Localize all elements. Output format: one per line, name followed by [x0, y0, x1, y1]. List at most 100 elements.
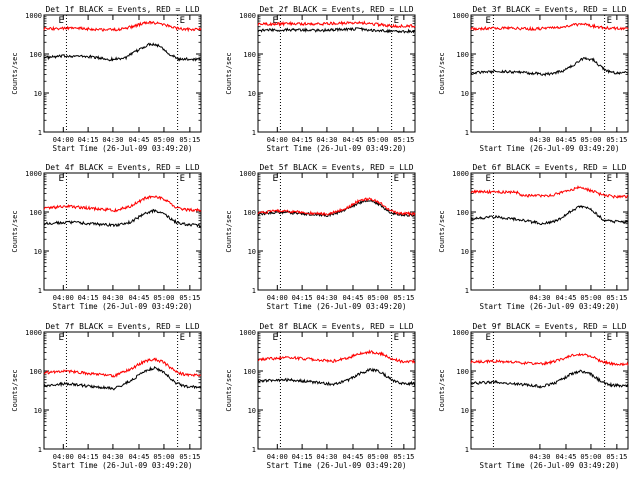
time-marker-label: E: [58, 174, 63, 184]
x-tick-label: 05:15: [393, 136, 414, 144]
y-axis-label: Counts/sec: [438, 210, 446, 252]
x-tick-label: 05:15: [606, 294, 627, 302]
panel-title: Det 1f BLACK = Events, RED = LLD: [45, 5, 199, 14]
y-tick-label: 1: [38, 446, 42, 454]
y-tick-label: 100: [456, 51, 469, 59]
y-tick-label: 1: [465, 129, 469, 137]
y-tick-label: 10: [248, 407, 256, 415]
time-marker-label: E: [485, 333, 490, 343]
x-tick-label: 04:00: [53, 136, 74, 144]
plot-frame: [470, 331, 629, 450]
x-tick-label: 04:00: [267, 453, 288, 461]
y-tick-label: 10: [461, 90, 469, 98]
time-marker-label: E: [272, 174, 277, 184]
events-series-line: [258, 199, 416, 218]
lld-series-line: [43, 357, 202, 378]
y-tick-label: 1: [465, 287, 469, 295]
x-tick-label: 04:45: [555, 453, 576, 461]
y-tick-label: 1000: [239, 329, 256, 337]
x-tick-label: 04:15: [292, 136, 313, 144]
plot-frame: [257, 331, 416, 450]
y-tick-label: 1000: [452, 170, 469, 178]
time-marker-label: E: [272, 16, 277, 26]
events-series-line: [470, 369, 629, 389]
x-axis-label: Start Time (26-Jul-09 03:49:20): [480, 461, 620, 470]
x-tick-label: 05:00: [153, 136, 174, 144]
time-marker-label: E: [607, 174, 612, 184]
x-tick-label: 04:30: [316, 453, 337, 461]
x-tick-label: 05:00: [367, 136, 388, 144]
panel-title: Det 8f BLACK = Events, RED = LLD: [259, 322, 413, 331]
events-series-line: [470, 56, 629, 77]
x-tick-label: 04:45: [128, 136, 149, 144]
lld-series-line: [257, 20, 416, 29]
x-tick-label: 04:15: [78, 294, 99, 302]
x-tick-label: 05:15: [179, 453, 200, 461]
x-tick-label: 05:00: [153, 294, 174, 302]
x-axis-label: Start Time (26-Jul-09 03:49:20): [53, 461, 193, 470]
y-tick-label: 10: [34, 90, 42, 98]
y-tick-label: 1: [252, 129, 256, 137]
panel-det-2f: Det 2f BLACK = Events, RED = LLD 1 10 100 10…: [225, 5, 416, 153]
x-tick-label: 04:30: [316, 294, 337, 302]
panel-det-5f: Det 5f BLACK = Events, RED = LLD 1 10 100 10…: [225, 163, 416, 311]
lld-series-line: [470, 352, 629, 367]
plot-frame: [43, 331, 202, 450]
y-axis-label: Counts/sec: [225, 369, 233, 411]
x-tick-label: 05:00: [367, 294, 388, 302]
y-axis-label: Counts/sec: [438, 52, 446, 94]
x-tick-label: 04:30: [316, 136, 337, 144]
time-marker-label: E: [394, 333, 399, 343]
time-marker-label: E: [607, 16, 612, 26]
panel-det-8f: Det 8f BLACK = Events, RED = LLD 1 10 100 10…: [225, 322, 416, 470]
y-tick-label: 100: [29, 209, 42, 217]
x-axis-label: Start Time (26-Jul-09 03:49:20): [480, 144, 620, 153]
y-tick-label: 1000: [239, 170, 256, 178]
x-tick-label: 04:30: [529, 453, 550, 461]
panel-det-6f: Det 6f BLACK = Events, RED = LLD 1 10 100 10…: [438, 163, 629, 311]
lld-series-line: [470, 185, 629, 199]
y-axis-label: Counts/sec: [11, 52, 19, 94]
time-marker-label: E: [58, 333, 63, 343]
x-axis-label: Start Time (26-Jul-09 03:49:20): [53, 302, 193, 311]
plot-frame: [470, 172, 629, 291]
x-axis-label: Start Time (26-Jul-09 03:49:20): [267, 461, 407, 470]
x-tick-label: 04:45: [128, 294, 149, 302]
x-tick-label: 05:15: [606, 136, 627, 144]
events-series-line: [257, 26, 416, 34]
time-marker-label: E: [485, 174, 490, 184]
x-tick-label: 04:30: [102, 136, 123, 144]
panel-det-7f: Det 7f BLACK = Events, RED = LLD 1 10 100 10…: [11, 322, 202, 470]
x-tick-label: 05:00: [153, 453, 174, 461]
y-tick-label: 1: [252, 446, 256, 454]
plot-frame: [43, 14, 202, 133]
x-tick-label: 04:00: [267, 136, 288, 144]
x-tick-label: 04:00: [267, 294, 288, 302]
events-series-line: [257, 367, 416, 387]
y-axis-label: Counts/sec: [11, 369, 19, 411]
y-tick-label: 10: [248, 248, 256, 256]
x-axis-label: Start Time (26-Jul-09 03:49:20): [267, 144, 407, 153]
plot-frame: [257, 172, 416, 291]
time-marker-label: E: [394, 174, 399, 184]
x-tick-label: 04:45: [555, 136, 576, 144]
x-tick-label: 04:45: [342, 294, 363, 302]
plot-frame: [257, 14, 416, 133]
y-tick-label: 1: [38, 287, 42, 295]
y-tick-label: 1: [38, 129, 42, 137]
y-tick-label: 10: [34, 248, 42, 256]
y-tick-label: 1: [252, 287, 256, 295]
panel-title: Det 4f BLACK = Events, RED = LLD: [45, 163, 199, 172]
y-tick-label: 10: [461, 248, 469, 256]
x-tick-label: 05:00: [580, 294, 601, 302]
x-tick-label: 04:00: [53, 294, 74, 302]
x-tick-label: 04:45: [555, 294, 576, 302]
time-marker-label: E: [607, 333, 612, 343]
time-marker-label: E: [394, 16, 399, 26]
time-marker-label: E: [180, 333, 185, 343]
y-tick-label: 1: [465, 446, 469, 454]
panel-det-9f: Det 9f BLACK = Events, RED = LLD 1 10 100 10…: [438, 322, 629, 470]
time-marker-label: E: [485, 16, 490, 26]
x-tick-label: 04:30: [529, 294, 550, 302]
x-tick-label: 04:15: [78, 136, 99, 144]
